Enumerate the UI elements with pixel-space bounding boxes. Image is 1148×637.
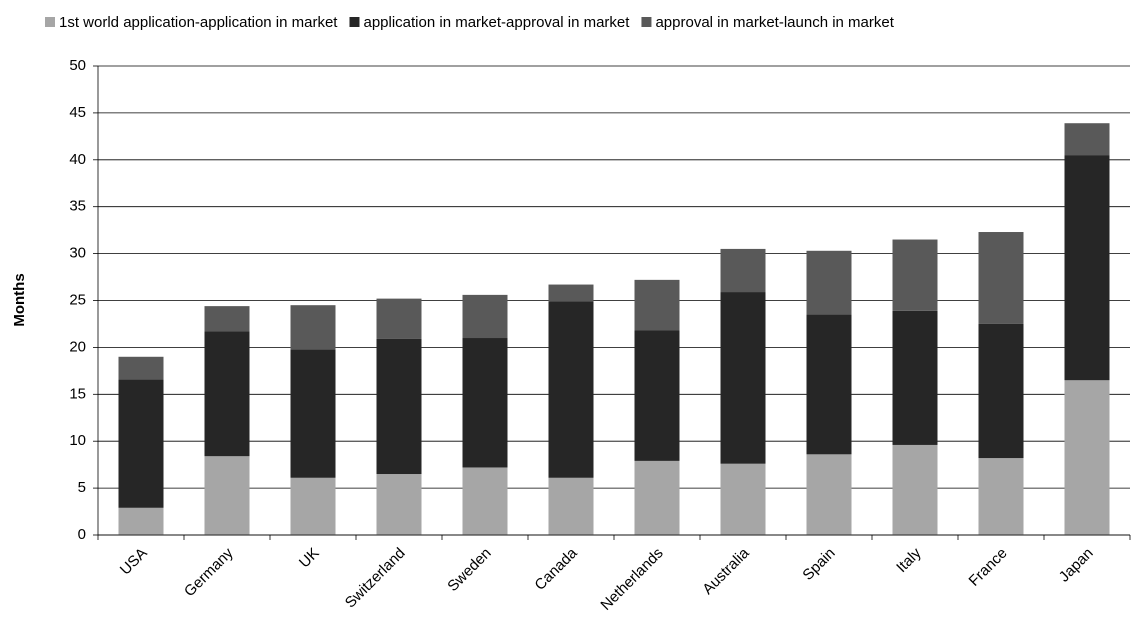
bar-segment [806, 454, 852, 535]
y-tick-label: 50 [69, 57, 86, 74]
bar-segment [1064, 123, 1110, 156]
bar-segment [548, 301, 594, 478]
x-tick-label: Italy [893, 544, 925, 576]
x-tick-label: Japan [1056, 545, 1097, 586]
bar-segment [376, 298, 422, 339]
bar-segment [290, 477, 336, 535]
x-tick-label: Germany [181, 544, 237, 600]
bar-segment [204, 306, 250, 332]
y-axis-label: Months [11, 273, 28, 326]
bar-segment [548, 284, 594, 302]
legend-swatch [45, 17, 55, 27]
bar-segment [978, 458, 1024, 535]
y-tick-label: 20 [69, 338, 86, 355]
bar-segment [634, 330, 680, 461]
bar-segment [204, 331, 250, 457]
bar-segment [720, 463, 766, 535]
bar-segment [204, 456, 250, 535]
bar-segment [892, 239, 938, 311]
legend-label: 1st world application-application in mar… [59, 14, 338, 31]
bar-segment [376, 474, 422, 535]
bar-segment [118, 379, 164, 508]
x-tick-label: Australia [699, 544, 753, 598]
bar-segment [1064, 155, 1110, 381]
bar-segment [118, 507, 164, 535]
bar-segment [462, 338, 508, 468]
bar-segment [1064, 380, 1110, 535]
bar-segment [892, 310, 938, 445]
legend-swatch [349, 17, 360, 27]
bar-segment [118, 356, 164, 380]
y-tick-label: 10 [69, 432, 86, 449]
y-tick-label: 35 [69, 198, 86, 215]
bar-segment [634, 460, 680, 535]
y-tick-label: 5 [78, 479, 86, 496]
x-tick-label: USA [117, 545, 151, 579]
x-tick-label: Netherlands [597, 545, 666, 614]
bar-segment [720, 248, 766, 293]
x-tick-label: UK [296, 545, 323, 572]
x-tick-label: Sweden [444, 545, 494, 595]
x-tick-label: France [966, 545, 1011, 590]
y-tick-label: 40 [69, 151, 86, 168]
bar-segment [290, 305, 336, 350]
y-tick-label: 45 [69, 104, 86, 121]
bar-segment [892, 444, 938, 535]
bar-segment [376, 338, 422, 475]
y-tick-label: 30 [69, 245, 86, 262]
y-tick-label: 25 [69, 291, 86, 308]
bar-segment [806, 314, 852, 455]
bar-segment [978, 323, 1024, 459]
bar-segment [720, 292, 766, 464]
legend-swatch [641, 17, 652, 27]
x-tick-label: Switzerland [342, 545, 409, 612]
legend-label: approval in market-launch in market [655, 14, 894, 31]
bar-segment [462, 294, 508, 339]
y-tick-label: 15 [69, 385, 86, 402]
bar-segment [548, 477, 594, 535]
bar-segment [634, 279, 680, 331]
y-tick-label: 0 [78, 526, 86, 543]
x-tick-label: Canada [531, 544, 581, 594]
legend-label: application in market-approval in market [363, 14, 630, 31]
bar-segment [462, 467, 508, 535]
bar-segment [290, 349, 336, 478]
bar-segment [978, 232, 1024, 324]
x-tick-label: Spain [799, 545, 838, 584]
bar-segment [806, 250, 852, 315]
